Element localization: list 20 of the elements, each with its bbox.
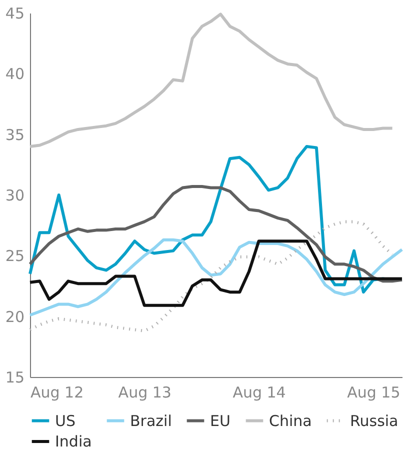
y-tick-label: 30: [5, 186, 24, 204]
x-tick-label: Aug 15: [347, 384, 400, 402]
x-tick-label: Aug 13: [118, 384, 172, 402]
line-series: [28, 220, 394, 332]
legend-label: India: [55, 432, 92, 450]
y-tick-label: 40: [5, 65, 24, 84]
line-series: [28, 185, 404, 283]
legend-label: Brazil: [130, 412, 172, 430]
legend-label: US: [55, 412, 76, 430]
x-tick-label: Aug 14: [232, 384, 286, 402]
line-series: [28, 12, 394, 148]
y-tick-label: 25: [5, 247, 24, 266]
x-tick-label: Aug 12: [30, 384, 84, 402]
y-tick-label: 15: [5, 368, 24, 386]
y-tick-label: 45: [5, 4, 24, 22]
legend-label: China: [269, 412, 312, 430]
legend-label: EU: [210, 412, 230, 430]
y-tick-label: 35: [5, 126, 24, 144]
legend-label: Russia: [350, 412, 398, 430]
y-tick-label: 20: [5, 308, 24, 326]
